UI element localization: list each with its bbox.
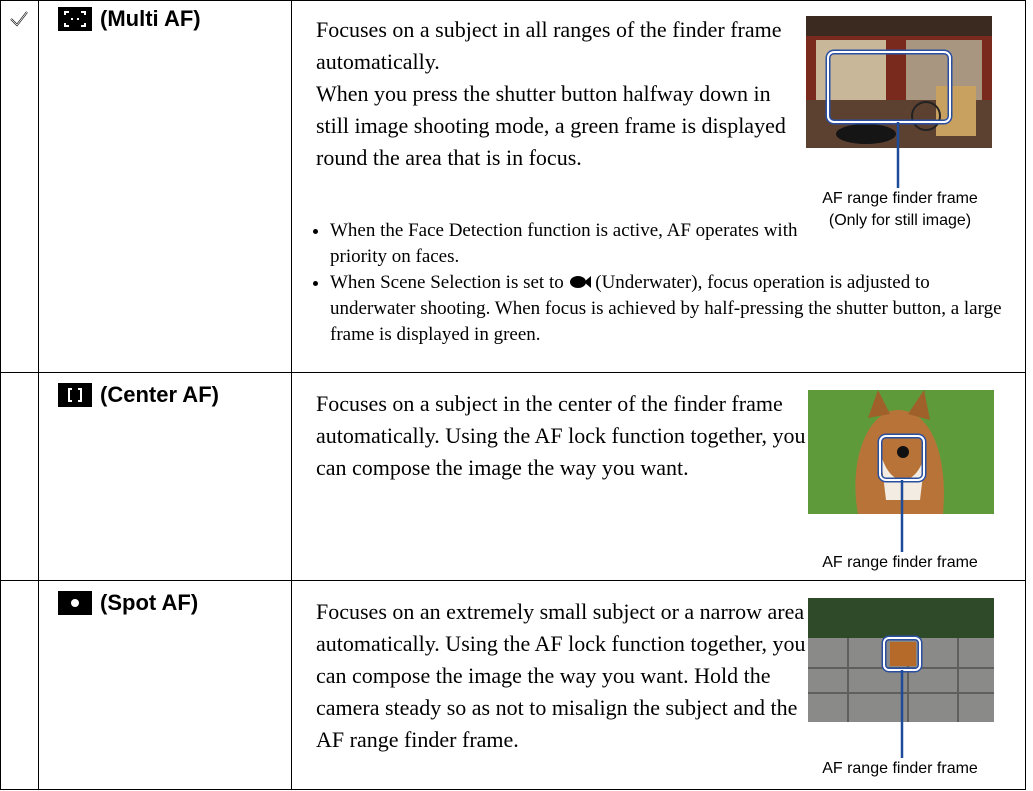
mode-name: (Center AF): [100, 382, 219, 407]
bullet-list: When the Face Detection function is acti…: [310, 218, 810, 270]
mode-label: (Center AF): [58, 382, 219, 408]
example-photo: [806, 16, 992, 188]
paragraph: Focuses on a subject in all ranges of th…: [316, 17, 782, 74]
example-photo: [808, 598, 994, 758]
col-line: [38, 0, 39, 790]
example-photo: [808, 390, 994, 552]
caption-line: (Only for still image): [828, 212, 972, 229]
icon: [58, 383, 92, 407]
bullet-text: (Underwater), focus operation is adjuste…: [330, 272, 1002, 345]
caption: AF range finder frame: [800, 758, 1000, 780]
caption-line: AF range finder frame: [822, 760, 978, 777]
description: Focuses on an extremely small subject or…: [316, 596, 806, 756]
paragraph: Focuses on a subject in the center of th…: [316, 391, 806, 480]
underwater-icon: [569, 276, 591, 288]
row-line: [0, 580, 1026, 581]
mode-name: (Spot AF): [100, 590, 199, 615]
row-line: [0, 372, 1026, 373]
caption-line: AF range finder frame: [822, 190, 978, 207]
col-line: [291, 0, 292, 790]
mode-label: (Spot AF): [58, 590, 198, 616]
mode-label: (Multi AF): [58, 6, 201, 32]
description: Focuses on a subject in the center of th…: [316, 388, 806, 484]
check-icon: [10, 11, 28, 27]
bullet: When the Face Detection function is acti…: [330, 218, 810, 270]
paragraph: Focuses on an extremely small subject or…: [316, 599, 806, 752]
icon: [58, 7, 92, 31]
paragraph: When you press the shutter button halfwa…: [316, 81, 786, 170]
caption: AF range finder frame (Only for still im…: [800, 188, 1000, 232]
bullet-list: When Scene Selection is set to (Underwat…: [310, 270, 1010, 348]
caption-line: AF range finder frame: [822, 554, 978, 571]
icon: [58, 591, 92, 615]
bullet: When Scene Selection is set to (Underwat…: [330, 270, 1010, 348]
caption: AF range finder frame: [800, 552, 1000, 574]
bullet-text: When Scene Selection is set to: [330, 272, 564, 293]
description: Focuses on a subject in all ranges of th…: [316, 14, 806, 174]
mode-name: (Multi AF): [100, 6, 201, 31]
